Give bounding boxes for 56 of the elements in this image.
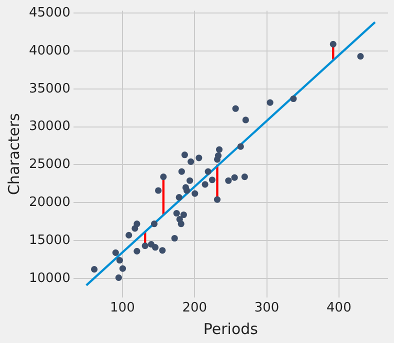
y-tick-label: 10000 — [28, 270, 70, 286]
point — [152, 244, 159, 251]
x-tick-label: 200 — [182, 300, 208, 316]
point — [134, 220, 140, 228]
point — [186, 177, 194, 184]
point — [160, 174, 167, 180]
point — [173, 210, 180, 217]
point — [330, 40, 336, 48]
y-tick-label: 45000 — [28, 5, 70, 20]
point — [266, 99, 274, 106]
point — [231, 174, 238, 181]
point — [126, 232, 132, 239]
y-axis-title: Characters — [4, 112, 23, 196]
point — [178, 220, 184, 228]
x-axis-title: Periods — [203, 320, 258, 338]
point — [202, 181, 208, 188]
point — [119, 265, 126, 272]
point — [176, 194, 182, 201]
y-tick-label: 40000 — [28, 43, 70, 58]
point — [180, 211, 187, 218]
point — [241, 174, 248, 180]
point — [184, 187, 190, 194]
point — [216, 146, 223, 153]
point — [171, 234, 178, 242]
point — [178, 168, 185, 175]
point — [188, 158, 194, 165]
point — [115, 274, 122, 281]
point — [214, 196, 221, 203]
point — [204, 168, 212, 175]
y-tick-label: 30000 — [28, 119, 70, 134]
point — [196, 154, 202, 162]
point — [357, 52, 364, 60]
point — [116, 256, 123, 264]
point — [208, 176, 216, 184]
point — [90, 266, 98, 273]
point — [154, 187, 162, 194]
point — [159, 247, 166, 254]
y-tick-label: 20000 — [28, 195, 70, 210]
point — [150, 220, 158, 228]
point — [237, 143, 244, 150]
y-tick-label: 35000 — [28, 81, 70, 96]
point — [242, 116, 249, 124]
point — [192, 190, 198, 197]
point — [134, 248, 140, 254]
y-tick-label: 15000 — [28, 232, 70, 248]
x-tick-label: 100 — [110, 300, 135, 316]
x-tick-label: 300 — [254, 300, 280, 316]
point — [142, 242, 148, 250]
point — [290, 95, 297, 102]
point — [181, 152, 188, 158]
y-tick-label: 25000 — [28, 157, 70, 172]
x-tick-label: 400 — [326, 300, 352, 316]
point — [232, 105, 239, 112]
point — [112, 249, 119, 256]
point — [225, 177, 232, 184]
point — [214, 152, 222, 159]
